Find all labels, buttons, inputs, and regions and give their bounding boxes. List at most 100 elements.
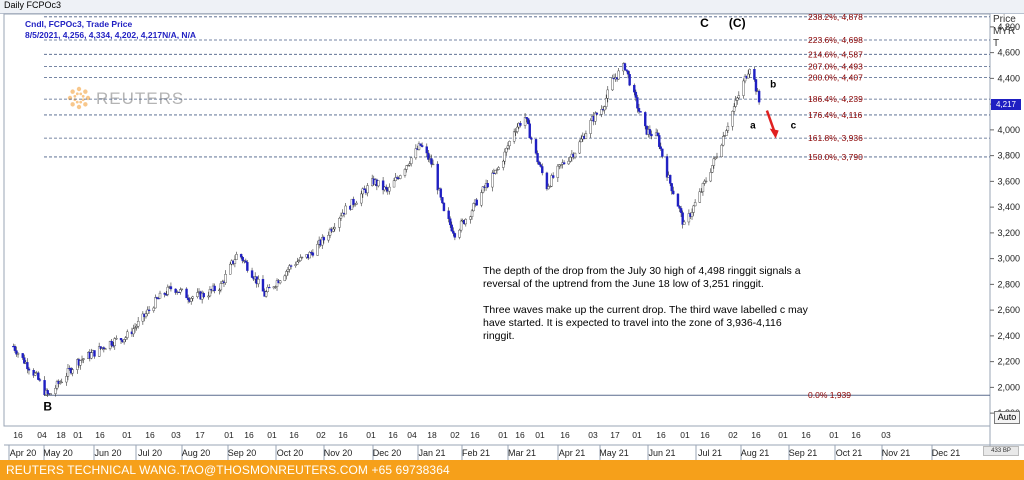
- date-tick-month: Dec 21: [932, 448, 961, 458]
- candle-up: [344, 205, 347, 215]
- candle-up: [559, 164, 563, 166]
- logo-dot: [76, 86, 82, 92]
- date-tick-day: 16: [470, 430, 480, 440]
- candle-up: [49, 393, 53, 395]
- candle-up: [715, 156, 719, 158]
- date-tick-day: 01: [122, 430, 132, 440]
- candle-up: [514, 131, 517, 133]
- date-tick-day: 16: [751, 430, 761, 440]
- date-tick-day: 01: [267, 430, 277, 440]
- candle-up: [470, 210, 474, 217]
- candle-down: [625, 69, 628, 71]
- candle-up: [516, 126, 519, 132]
- candle-down: [628, 74, 631, 86]
- candle-up: [55, 381, 59, 389]
- candle-down: [169, 286, 173, 290]
- candle-down: [676, 193, 680, 207]
- candle-down: [492, 172, 496, 174]
- candle-down: [27, 368, 31, 371]
- candle-down: [420, 145, 424, 147]
- candle-down: [668, 174, 672, 184]
- candle-up: [355, 202, 358, 205]
- candle-down: [147, 309, 151, 311]
- date-tick-month: Apr 20: [10, 448, 37, 458]
- date-tick-day: 18: [427, 430, 437, 440]
- candle-down: [155, 297, 159, 299]
- candle-up: [600, 109, 603, 115]
- candle-up: [459, 220, 463, 231]
- candle-down: [448, 218, 452, 226]
- candle-up: [207, 295, 210, 298]
- candle-up: [726, 126, 730, 131]
- candle-up: [34, 372, 37, 376]
- candle-up: [720, 144, 723, 157]
- candle-up: [331, 228, 335, 232]
- candle-down: [633, 84, 636, 93]
- candle-down: [21, 353, 24, 358]
- candle-down: [289, 265, 293, 267]
- candle-up: [693, 202, 697, 207]
- candle-down: [202, 292, 205, 298]
- candle-up: [233, 259, 237, 264]
- candle-down: [93, 350, 96, 357]
- candle-up: [746, 73, 750, 79]
- candle-up: [158, 292, 162, 299]
- candle-down: [519, 123, 522, 126]
- price-chart[interactable]: REUTERS 238.2%, 4,878 223.6%, 4,698 214.6%…: [0, 0, 1024, 460]
- wave-label: a: [750, 121, 756, 132]
- candle-down: [634, 91, 638, 98]
- candle-down: [639, 111, 642, 113]
- candle-up: [494, 169, 497, 174]
- price-tick-label: 3,000: [997, 254, 1020, 264]
- wave-label: C: [700, 16, 709, 30]
- candle-down: [165, 294, 168, 296]
- date-tick-month: May 21: [599, 448, 629, 458]
- candle-up: [704, 180, 708, 183]
- candle-up: [737, 95, 741, 99]
- candle-up: [712, 158, 716, 166]
- candle-down: [678, 206, 681, 209]
- candle-up: [617, 70, 620, 80]
- candle-up: [406, 164, 410, 167]
- date-tick-day: 16: [388, 430, 398, 440]
- candle-up: [711, 165, 714, 173]
- candle-down: [185, 288, 188, 299]
- candle-up: [414, 148, 418, 159]
- candle-up: [208, 289, 212, 297]
- date-tick-day: 16: [560, 430, 570, 440]
- date-tick-day: 16: [95, 430, 105, 440]
- candle-up: [196, 292, 199, 298]
- candle-down: [453, 233, 457, 238]
- candle-up: [122, 339, 126, 343]
- candle-up: [409, 157, 413, 164]
- date-tick-day: 03: [588, 430, 598, 440]
- candle-up: [594, 112, 597, 122]
- date-tick-month: Dec 20: [373, 448, 402, 458]
- candle-down: [23, 357, 26, 364]
- candle-up: [141, 313, 145, 322]
- candle-up: [66, 368, 70, 377]
- candle-up: [360, 193, 363, 204]
- scroll-indicator[interactable]: 433 BP: [983, 446, 1019, 456]
- candle-down: [623, 63, 627, 70]
- date-tick-day: 17: [610, 430, 620, 440]
- candle-down: [26, 362, 29, 370]
- candle-down: [447, 210, 450, 219]
- candle-down: [46, 390, 49, 394]
- candle-up: [60, 381, 63, 384]
- candle-up: [115, 338, 118, 340]
- candle-up: [339, 215, 343, 219]
- candle-up: [683, 221, 686, 225]
- date-tick-day: 01: [73, 430, 83, 440]
- auto-scale-button[interactable]: Auto: [994, 411, 1020, 424]
- candle-up: [16, 353, 20, 355]
- candle-up: [328, 228, 332, 236]
- candle-up: [152, 307, 155, 311]
- logo-dot: [83, 89, 88, 94]
- candle-up: [547, 186, 550, 190]
- logo-dot: [70, 102, 75, 107]
- price-tick-label: 2,400: [997, 331, 1020, 341]
- wave-label: B: [43, 400, 52, 414]
- candle-down: [753, 69, 756, 80]
- candle-up: [742, 80, 745, 96]
